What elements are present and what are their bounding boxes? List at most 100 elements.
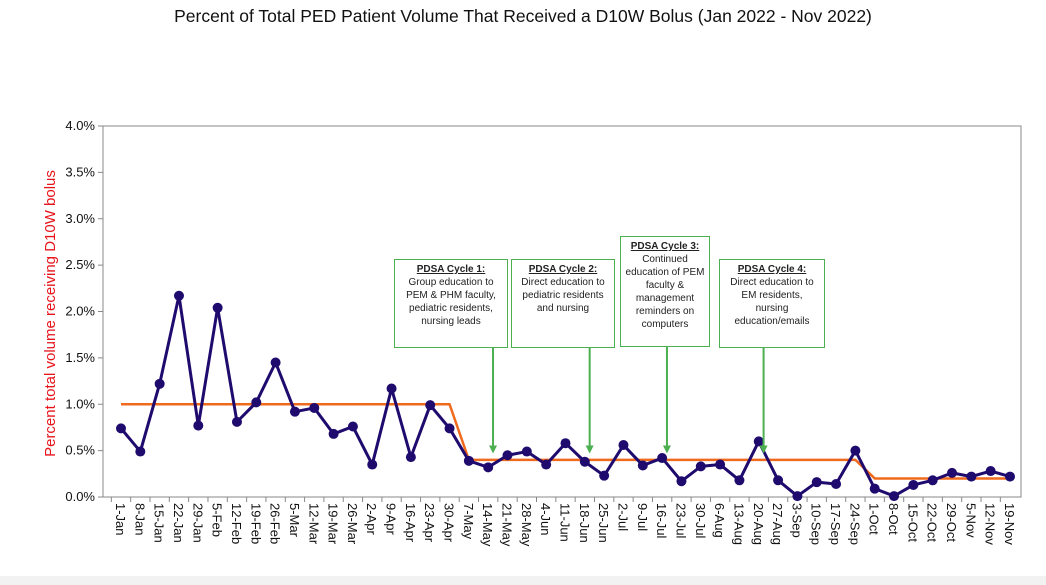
data-point	[289, 406, 300, 417]
annotation-title: PDSA Cycle 2:	[528, 264, 598, 275]
x-tick-label: 9-Apr	[384, 503, 399, 535]
y-tick-label: 3.5%	[65, 164, 95, 179]
x-tick-label: 12-Feb	[229, 503, 244, 544]
x-tick-label: 24-Sep	[847, 503, 862, 545]
annotation-arrow-head	[585, 445, 594, 454]
x-tick-label: 15-Jan	[152, 503, 167, 543]
y-tick-label: 3.0%	[65, 211, 95, 226]
x-tick-label: 21-May	[500, 503, 515, 547]
data-point	[695, 461, 706, 472]
x-tick-label: 15-Oct	[905, 503, 920, 542]
chart-title: Percent of Total PED Patient Volume That…	[174, 6, 872, 26]
x-tick-label: 19-Nov	[1002, 503, 1017, 545]
x-tick-label: 19-Feb	[248, 503, 263, 544]
x-tick-label: 29-Jan	[190, 503, 205, 543]
x-tick-label: 28-May	[519, 503, 534, 547]
annotation-body: Continued education of PEM faculty & man…	[625, 254, 705, 330]
pdsa-cycle-3-annotation: PDSA Cycle 3: Continued education of PEM…	[620, 236, 710, 347]
x-tick-label: 5-Nov	[963, 503, 978, 538]
x-tick-label: 23-Apr	[422, 503, 437, 543]
data-point	[367, 459, 378, 470]
annotation-arrow-head	[662, 445, 671, 454]
data-point	[889, 491, 900, 502]
x-tick-label: 17-Sep	[828, 503, 843, 545]
data-point	[173, 290, 184, 301]
x-tick-label: 30-Jul	[693, 503, 708, 539]
data-point	[521, 446, 532, 457]
x-tick-label: 27-Aug	[770, 503, 785, 545]
x-tick-label: 16-Apr	[403, 503, 418, 543]
data-point	[405, 452, 416, 463]
data-point	[347, 421, 358, 432]
data-point	[444, 423, 455, 434]
x-tick-label: 1-Oct	[867, 503, 882, 535]
x-tick-label: 6-Aug	[712, 503, 727, 538]
annotation-body: Group education to PEM & PHM faculty, pe…	[406, 277, 496, 327]
data-point	[753, 436, 764, 447]
x-tick-label: 26-Mar	[345, 503, 360, 545]
data-point	[116, 423, 126, 434]
x-tick-label: 5-Feb	[210, 503, 225, 537]
data-point	[927, 475, 938, 486]
pdsa-cycle-2-annotation: PDSA Cycle 2: Direct education to pediat…	[511, 259, 615, 348]
annotation-arrow-head	[489, 445, 498, 454]
data-point	[715, 459, 726, 470]
x-tick-label: 12-Nov	[983, 503, 998, 545]
data-point	[425, 400, 436, 411]
x-tick-label: 4-Jun	[538, 503, 553, 536]
data-point	[811, 477, 822, 488]
y-tick-label: 4.0%	[65, 118, 95, 133]
y-tick-label: 2.0%	[65, 304, 95, 319]
x-tick-label: 9-Jul	[635, 503, 650, 531]
data-point	[599, 470, 610, 481]
data-point	[637, 460, 648, 471]
pdsa-cycle-1-annotation: PDSA Cycle 1: Group education to PEM & P…	[394, 259, 508, 348]
data-point	[463, 455, 474, 466]
data-point	[657, 453, 668, 464]
data-point	[328, 428, 339, 439]
x-tick-label: 29-Oct	[944, 503, 959, 542]
x-tick-label: 11-Jun	[558, 503, 573, 542]
y-tick-label: 0.5%	[65, 443, 95, 458]
x-tick-label: 13-Aug	[731, 503, 746, 545]
x-tick-label: 25-Jun	[596, 503, 611, 543]
x-tick-label: 2-Apr	[364, 503, 379, 535]
data-point	[792, 491, 803, 502]
annotation-body: Direct education to pediatric residents …	[521, 277, 605, 314]
x-tick-label: 19-Mar	[326, 503, 341, 545]
data-point	[386, 383, 397, 394]
x-tick-label: 3-Sep	[789, 503, 804, 538]
data-point	[541, 459, 552, 470]
x-tick-label: 7-May	[461, 503, 476, 540]
annotation-body: Direct education to EM residents, nursin…	[730, 277, 814, 327]
data-point	[579, 456, 590, 467]
data-point	[154, 378, 165, 389]
y-tick-label: 0.0%	[65, 489, 95, 504]
x-tick-label: 2-Jul	[615, 503, 630, 531]
x-tick-label: 10-Sep	[809, 503, 824, 545]
x-tick-label: 30-Apr	[442, 503, 457, 543]
data-point	[908, 479, 919, 490]
annotation-arrow-head	[759, 445, 768, 454]
data-point	[947, 467, 958, 478]
data-point	[212, 302, 223, 313]
data-point	[676, 476, 687, 487]
data-point	[502, 450, 513, 461]
data-point	[966, 471, 977, 482]
data-point	[270, 357, 281, 368]
y-tick-label: 1.0%	[65, 396, 95, 411]
footer-strip	[0, 576, 1046, 585]
data-point	[1005, 471, 1015, 482]
data-point	[309, 402, 320, 413]
data-point	[251, 397, 262, 408]
x-tick-label: 14-May	[480, 503, 495, 547]
x-tick-label: 23-Jul	[673, 503, 688, 539]
data-point	[850, 445, 861, 456]
annotation-title: PDSA Cycle 1:	[416, 264, 486, 275]
data-point	[193, 420, 204, 431]
x-tick-label: 22-Jan	[171, 503, 186, 543]
pdsa-cycle-4-annotation: PDSA Cycle 4: Direct education to EM res…	[719, 259, 825, 348]
data-point	[734, 475, 745, 486]
data-point	[831, 479, 842, 490]
